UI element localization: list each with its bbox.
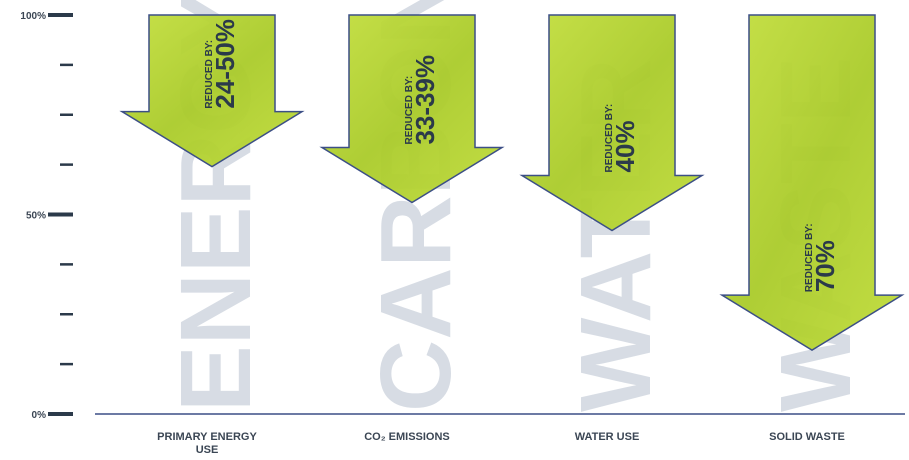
reduction-arrow-2 (319, 14, 505, 204)
reduction-arrow-4 (719, 14, 905, 352)
reduction-value-1: 24-50% (210, 19, 240, 109)
reduction-label-4: REDUCED BY:70% (804, 223, 840, 292)
y-tick-label-4: 50% (26, 211, 46, 222)
category-label-1: PRIMARY ENERGY USE (157, 431, 257, 456)
y-tick-label-0: 100% (20, 11, 46, 22)
reduced-by-prefix-2: REDUCED BY: (404, 76, 415, 145)
reduced-by-prefix-4: REDUCED BY: (804, 223, 815, 292)
category-labels: PRIMARY ENERGY USE CO₂ EMISSIONS WATER USE S… (157, 431, 845, 456)
category-label-2: CO₂ EMISSIONS (364, 431, 450, 443)
reduced-by-prefix-3: REDUCED BY: (604, 104, 615, 173)
reduction-value-3: 40% (610, 120, 640, 172)
reduced-by-prefix-1: REDUCED BY: (204, 40, 215, 109)
reduction-label-1: REDUCED BY:24-50% (204, 19, 240, 109)
y-axis: 100% 50% 0% (20, 11, 905, 421)
reduction-value-4: 70% (810, 240, 840, 292)
reduction-arrow-3 (519, 14, 705, 232)
reduction-label-2: REDUCED BY:33-39% (404, 55, 440, 145)
reduction-label-3: REDUCED BY:40% (604, 104, 640, 173)
category-label-4: SOLID WASTE (769, 431, 845, 443)
category-label-3: WATER USE (575, 431, 640, 443)
arrow-layer: REDUCED BY:24-50%REDUCED BY:33-39% REDUCE… (119, 14, 905, 352)
y-tick-label-8: 0% (32, 410, 47, 421)
reduction-value-2: 33-39% (410, 55, 440, 145)
reduction-arrow-1 (119, 14, 305, 168)
